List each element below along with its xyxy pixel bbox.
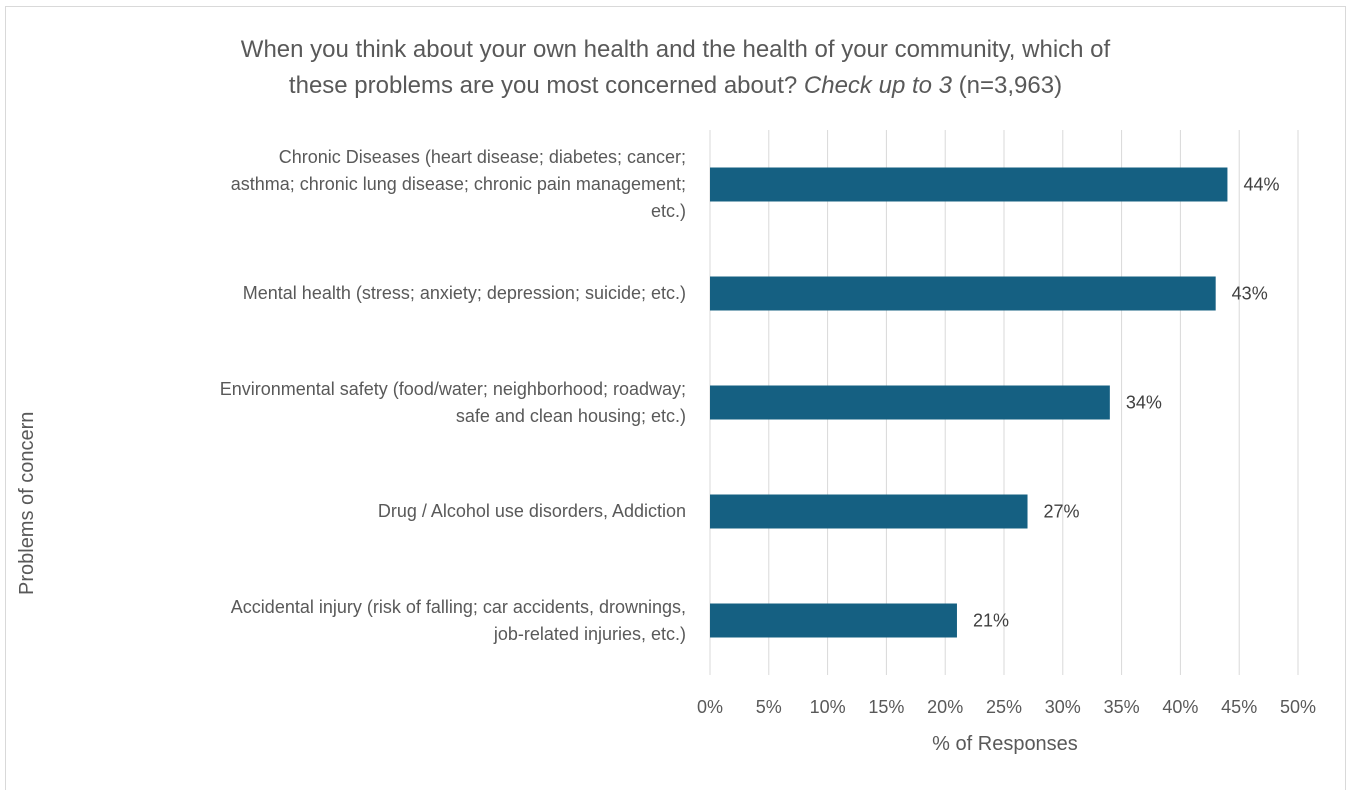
x-tick-label: 20% bbox=[927, 697, 963, 717]
bar bbox=[710, 276, 1216, 311]
data-label: 34% bbox=[1126, 393, 1162, 413]
category-label-line: Accidental injury (risk of falling; car … bbox=[230, 596, 686, 617]
category-label-line: Chronic Diseases (heart disease; diabete… bbox=[278, 147, 686, 167]
chart-title-sample-size: (n=3,963) bbox=[958, 72, 1063, 99]
bar bbox=[710, 603, 957, 638]
category-label-line: Drug / Alcohol use disorders, Addiction bbox=[377, 501, 686, 521]
x-tick-label: 35% bbox=[1104, 697, 1140, 717]
chart-frame bbox=[5, 6, 1346, 790]
data-label: 43% bbox=[1232, 284, 1268, 304]
category-label: Chronic Diseases (heart disease; diabete… bbox=[46, 144, 686, 225]
chart-title-line-2: these problems are you most concerned ab… bbox=[0, 68, 1351, 104]
data-label: 27% bbox=[1044, 502, 1080, 522]
x-tick-label: 10% bbox=[810, 697, 846, 717]
category-label-line: Environmental safety (food/water; neighb… bbox=[219, 378, 686, 399]
data-label: 44% bbox=[1243, 175, 1279, 195]
bar bbox=[710, 167, 1228, 202]
x-tick-label: 30% bbox=[1045, 697, 1081, 717]
category-label-line: job-related injuries, etc.) bbox=[493, 623, 686, 644]
x-tick-label: 25% bbox=[986, 697, 1022, 717]
x-tick-label: 50% bbox=[1280, 697, 1316, 717]
category-label: Accidental injury (risk of falling; car … bbox=[46, 594, 686, 648]
bar bbox=[710, 494, 1028, 529]
chart-title-question: these problems are you most concerned ab… bbox=[288, 72, 798, 99]
chart-title-instruction: Check up to 3 bbox=[803, 72, 952, 99]
x-tick-label: 5% bbox=[756, 697, 782, 717]
category-label-line: etc.) bbox=[650, 201, 686, 221]
chart-title-line-1: When you think about your own health and… bbox=[240, 36, 1111, 63]
x-tick-label: 45% bbox=[1221, 697, 1257, 717]
bar bbox=[710, 385, 1110, 420]
category-label: Environmental safety (food/water; neighb… bbox=[46, 376, 686, 430]
x-tick-label: 15% bbox=[868, 697, 904, 717]
category-label: Mental health (stress; anxiety; depressi… bbox=[46, 280, 686, 307]
category-label: Drug / Alcohol use disorders, Addiction bbox=[46, 498, 686, 525]
x-tick-label: 40% bbox=[1162, 697, 1198, 717]
category-label-line: asthma; chronic lung disease; chronic pa… bbox=[230, 174, 686, 194]
x-tick-label: 0% bbox=[697, 697, 723, 717]
category-label-line: Mental health (stress; anxiety; depressi… bbox=[242, 283, 686, 303]
x-axis-label: % of Responses bbox=[932, 733, 1078, 755]
chart-title: When you think about your own health and… bbox=[0, 32, 1351, 104]
category-label-line: safe and clean housing; etc.) bbox=[455, 405, 686, 426]
data-label: 21% bbox=[973, 611, 1009, 631]
